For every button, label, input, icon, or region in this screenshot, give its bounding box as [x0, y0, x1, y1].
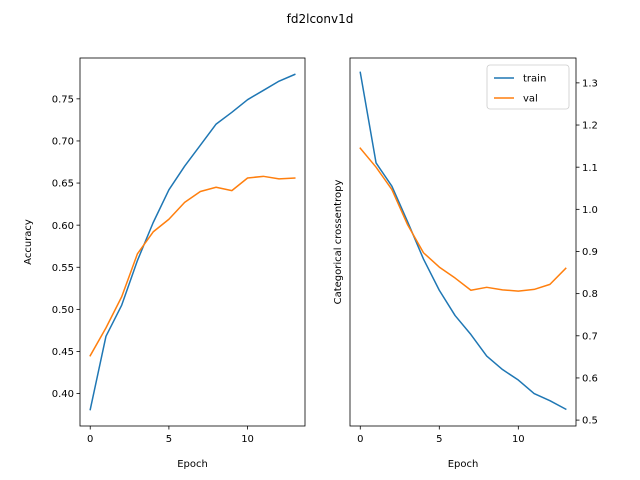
- y-tick-label: 0.60: [52, 221, 74, 232]
- crossentropy-plot: 0 5 10 0.5 0.6 0.7 0.8 0.9 1.0 1.1 1.2 1.3 Epoch Cate…: [333, 57, 598, 470]
- x-tick-label: 10: [241, 434, 254, 445]
- y-tick-label: 0.7: [582, 331, 598, 342]
- x-axis-label: Epoch: [448, 459, 479, 470]
- x-tick-label: 5: [166, 434, 172, 445]
- y-tick-label: 0.5: [582, 416, 598, 427]
- y-tick-label: 0.65: [52, 179, 74, 190]
- y-tick-label: 0.70: [52, 137, 74, 148]
- series-line-val: [359, 147, 567, 292]
- y-tick-label: 0.8: [582, 289, 598, 300]
- axes-frame: [349, 57, 577, 427]
- legend: train val: [486, 64, 570, 110]
- y-tick-label: 0.6: [582, 374, 598, 385]
- y-tick-label: 1.0: [582, 205, 598, 216]
- legend-label-val: val: [523, 94, 538, 105]
- y-tick-label: 0.50: [52, 305, 74, 316]
- series-line-val: [89, 175, 296, 357]
- y-tick-label: 0.9: [582, 247, 598, 258]
- axes-frame: [79, 57, 306, 427]
- series-line-train: [359, 71, 567, 411]
- y-axis-label: Categorical crossentropy: [333, 180, 344, 305]
- x-tick-label: 0: [87, 434, 93, 445]
- figure-suptitle: fd2lconv1d: [287, 12, 354, 26]
- y-axis-label: Accuracy: [23, 219, 34, 265]
- series-line-train: [89, 73, 296, 411]
- y-tick-label: 0.40: [52, 389, 74, 400]
- legend-label-train: train: [523, 74, 546, 85]
- x-tick-label: 0: [357, 434, 363, 445]
- x-axis-label: Epoch: [177, 459, 208, 470]
- y-tick-label: 1.2: [582, 121, 598, 132]
- accuracy-plot: 0 5 10 0.40 0.45 0.50 0.55 0.60 0.65 0.70 0.75 Epoc…: [23, 57, 306, 470]
- y-tick-label: 1.3: [582, 78, 598, 89]
- y-tick-label: 0.55: [52, 263, 74, 274]
- y-tick-label: 1.1: [582, 163, 598, 174]
- x-tick-label: 5: [436, 434, 442, 445]
- y-tick-label: 0.45: [52, 347, 74, 358]
- y-tick-label: 0.75: [52, 94, 74, 105]
- x-tick-label: 10: [512, 434, 525, 445]
